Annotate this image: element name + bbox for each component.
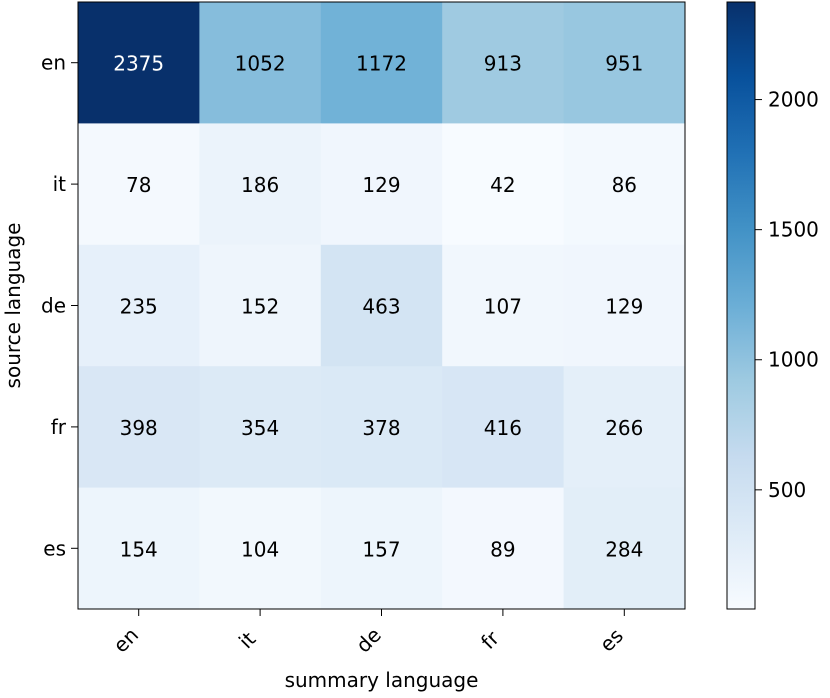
- colorbar-tick-label: 500: [768, 478, 806, 502]
- x-tick-label: en: [108, 623, 143, 658]
- cell-value-label: 154: [120, 537, 158, 561]
- heatmap-cell-en-en: [78, 2, 200, 124]
- heatmap-cell-en-it: [199, 2, 322, 124]
- x-tick-label: es: [595, 624, 628, 657]
- x-axis-label: summary language: [285, 668, 479, 692]
- y-axis-label: source language: [1, 223, 25, 389]
- heatmap-cell-de-it: [199, 244, 322, 367]
- colorbar-tick-label: 1000: [768, 348, 819, 372]
- cell-value-label: 1052: [235, 52, 286, 76]
- heatmap-cell-es-de: [320, 487, 443, 610]
- y-tick-label: fr: [51, 415, 67, 439]
- heatmap-cell-it-fr: [442, 123, 565, 246]
- x-axis: en it de fr es: [108, 609, 628, 658]
- x-tick-label: it: [234, 627, 261, 654]
- cell-value-label: 86: [612, 173, 637, 197]
- heatmap-cell-it-it: [199, 123, 322, 246]
- colorbar-tick-label: 2000: [768, 88, 819, 112]
- heatmap-cell-es-fr: [442, 487, 565, 610]
- heatmap-cell-fr-de: [320, 366, 443, 489]
- y-tick-label: de: [41, 294, 66, 318]
- cell-value-label: 398: [120, 416, 158, 440]
- heatmap-cell-de-es: [563, 244, 686, 367]
- heatmap-cell-en-es: [563, 2, 686, 124]
- heatmap-cell-es-es: [563, 487, 686, 610]
- heatmap-cell-de-fr: [442, 244, 565, 367]
- heatmap-cells: [78, 2, 686, 610]
- cell-value-label: 42: [490, 173, 515, 197]
- cell-value-label: 951: [605, 52, 643, 76]
- cell-value-label: 89: [490, 537, 515, 561]
- y-tick-label: it: [53, 172, 67, 196]
- colorbar-frame: [726, 1, 756, 610]
- cell-value-label: 186: [241, 173, 279, 197]
- cell-value-label: 284: [605, 537, 643, 561]
- cell-annotations: 2375 1052 1172 913 951 78 186 129 42 86 235 152 463 1…: [113, 52, 643, 562]
- cell-value-label: 416: [484, 416, 522, 440]
- cell-value-label: 266: [605, 416, 643, 440]
- y-axis: en it de fr es: [41, 51, 78, 560]
- cell-value-label: 1172: [356, 52, 407, 76]
- heatmap-cell-fr-en: [78, 366, 200, 489]
- cell-value-label: 354: [241, 416, 279, 440]
- heatmap-cell-es-it: [199, 487, 322, 610]
- cell-value-label: 152: [241, 295, 279, 319]
- heatmap-cell-it-es: [563, 123, 686, 246]
- heatmap-cell-fr-it: [199, 366, 322, 489]
- heatmap-cell-fr-fr: [442, 366, 565, 489]
- cell-value-label: 107: [484, 295, 522, 319]
- heatmap-cell-de-en: [78, 244, 200, 367]
- heatmap-cell-es-en: [78, 487, 200, 610]
- heatmap-cell-en-de: [320, 2, 443, 124]
- cell-value-label: 378: [362, 416, 400, 440]
- colorbar-tick-label: 1500: [768, 218, 819, 242]
- cell-value-label: 913: [484, 52, 522, 76]
- heatmap-cell-it-de: [320, 123, 443, 246]
- cell-value-label: 129: [362, 173, 400, 197]
- y-tick-label: en: [41, 51, 66, 75]
- heatmap-cell-de-de: [320, 244, 443, 367]
- y-tick-label: es: [43, 536, 66, 560]
- heatmap-cell-en-fr: [442, 2, 565, 124]
- cell-value-label: 129: [605, 295, 643, 319]
- colorbar-gradient: [727, 2, 755, 609]
- colorbar: 500 1000 1500 2000: [726, 1, 819, 610]
- heatmap-cell-fr-es: [563, 366, 686, 489]
- cell-value-label: 463: [362, 295, 400, 319]
- cell-value-label: 78: [126, 173, 151, 197]
- heatmap-cell-it-en: [78, 123, 200, 246]
- x-tick-label: de: [351, 623, 386, 658]
- cell-value-label: 157: [362, 537, 400, 561]
- cell-value-label: 2375: [113, 52, 164, 76]
- x-tick-label: fr: [476, 626, 504, 654]
- cell-value-label: 104: [241, 537, 279, 561]
- cell-value-label: 235: [120, 295, 158, 319]
